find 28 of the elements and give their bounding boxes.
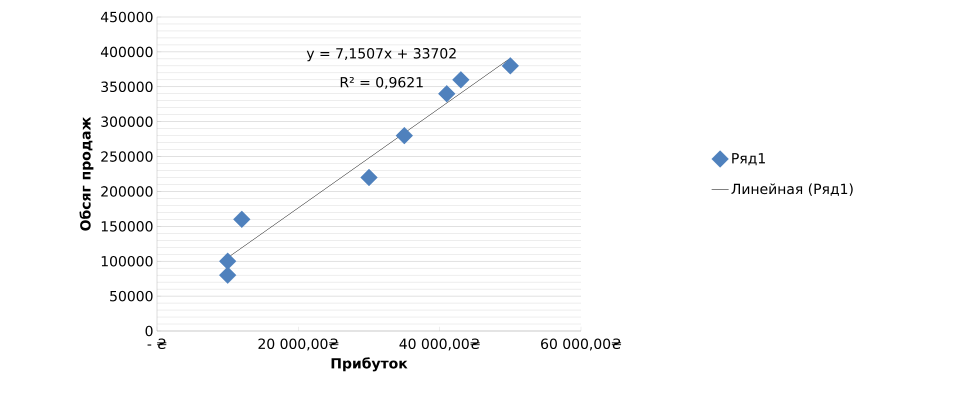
x-axis-title: Прибуток <box>332 357 408 372</box>
x-tick-label: 60 000,00₴ <box>541 338 622 350</box>
y-tick-label: 150000 <box>102 221 153 232</box>
annotation: R² = 0,9621 <box>340 76 423 89</box>
y-tick-label: 450000 <box>100 12 153 22</box>
point <box>452 71 470 88</box>
y-tick-label: 200000 <box>101 186 153 197</box>
x-tick-label: 40 000,00₴ <box>399 338 480 350</box>
annotation: y = 7,1507x + 33702 <box>306 48 456 62</box>
y-tick-label: 400000 <box>100 46 153 58</box>
y-tick-label: 350000 <box>101 81 153 92</box>
y-tick-label: 100000 <box>102 256 153 266</box>
point <box>396 126 413 144</box>
x-tick-label: - ₴ <box>148 338 166 350</box>
x-tick-label: 20 000,00₴ <box>258 338 338 350</box>
point <box>233 210 250 228</box>
y-tick-label: 0 <box>146 326 153 336</box>
point <box>438 85 456 102</box>
legend-label: Линейная (Ряд1) <box>731 183 853 196</box>
y-axis-title: Обсяг продаж <box>79 116 94 231</box>
y-tick-label: 300000 <box>101 116 153 127</box>
point <box>360 168 378 186</box>
point <box>219 266 236 284</box>
point <box>219 252 236 270</box>
legend-label: Ряд1 <box>732 153 765 166</box>
point <box>502 57 519 74</box>
y-tick-label: 50000 <box>110 290 153 302</box>
y-tick-label: 250000 <box>101 151 153 162</box>
